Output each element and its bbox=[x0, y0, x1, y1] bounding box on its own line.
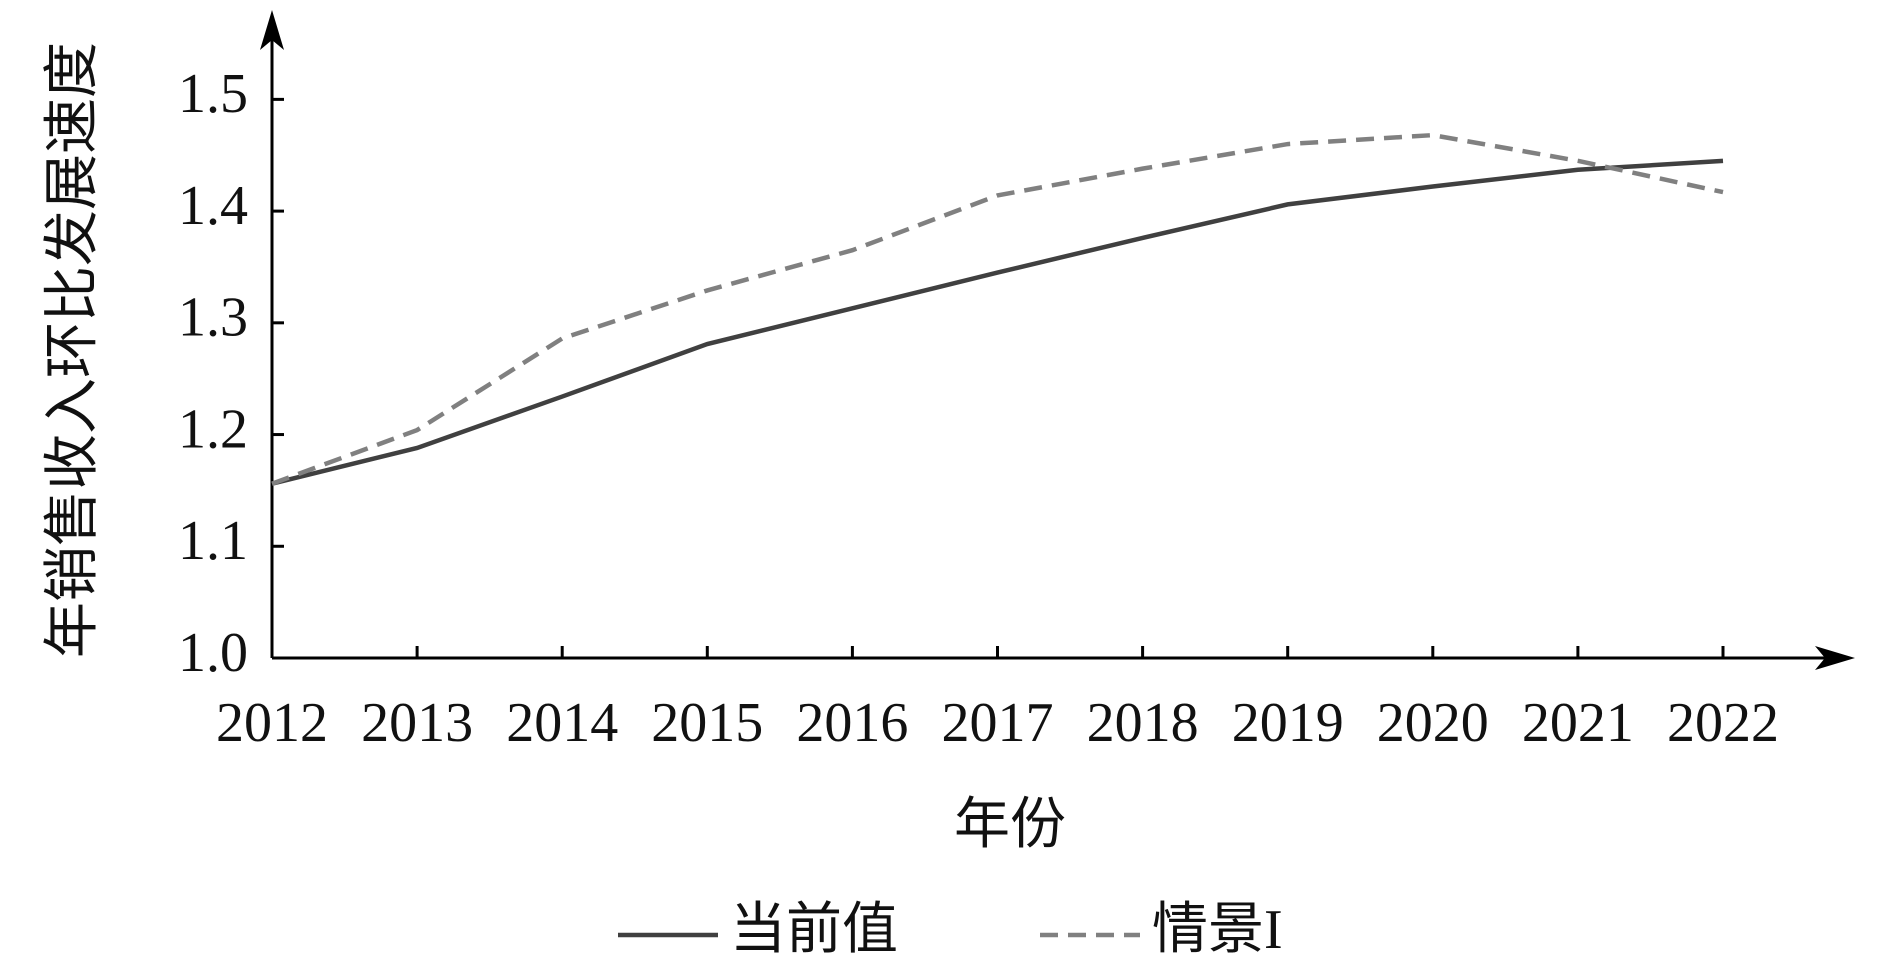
x-axis-arrow bbox=[1815, 646, 1855, 670]
x-axis-label: 年份 bbox=[954, 794, 1066, 856]
x-tick-label: 2016 bbox=[796, 692, 908, 754]
series-line bbox=[271, 132, 1724, 486]
y-tick-label: 1.2 bbox=[178, 398, 248, 460]
series-line bbox=[271, 158, 1724, 486]
y-tick-label: 1.3 bbox=[178, 287, 248, 349]
x-tick-label: 2021 bbox=[1522, 692, 1634, 754]
y-tick-label: 1.5 bbox=[178, 63, 248, 125]
x-tick-label: 2012 bbox=[216, 692, 328, 754]
x-tick-label: 2017 bbox=[942, 692, 1054, 754]
y-axis-arrow bbox=[260, 10, 284, 50]
x-tick-label: 2020 bbox=[1377, 692, 1489, 754]
y-tick-label: 1.4 bbox=[178, 175, 248, 237]
x-tick-label: 2022 bbox=[1667, 692, 1779, 754]
legend-label: 当前值 bbox=[730, 899, 898, 961]
y-tick-label: 1.1 bbox=[178, 510, 248, 572]
x-tick-label: 2018 bbox=[1087, 692, 1199, 754]
y-tick-label: 1.0 bbox=[178, 622, 248, 684]
x-tick-label: 2014 bbox=[506, 692, 618, 754]
x-tick-label: 2015 bbox=[651, 692, 763, 754]
legend-label: 情景I bbox=[1152, 899, 1283, 961]
x-tick-label: 2019 bbox=[1232, 692, 1344, 754]
x-tick-label: 2013 bbox=[361, 692, 473, 754]
y-axis-label: 年销售收入环比发展速度 bbox=[42, 42, 104, 658]
